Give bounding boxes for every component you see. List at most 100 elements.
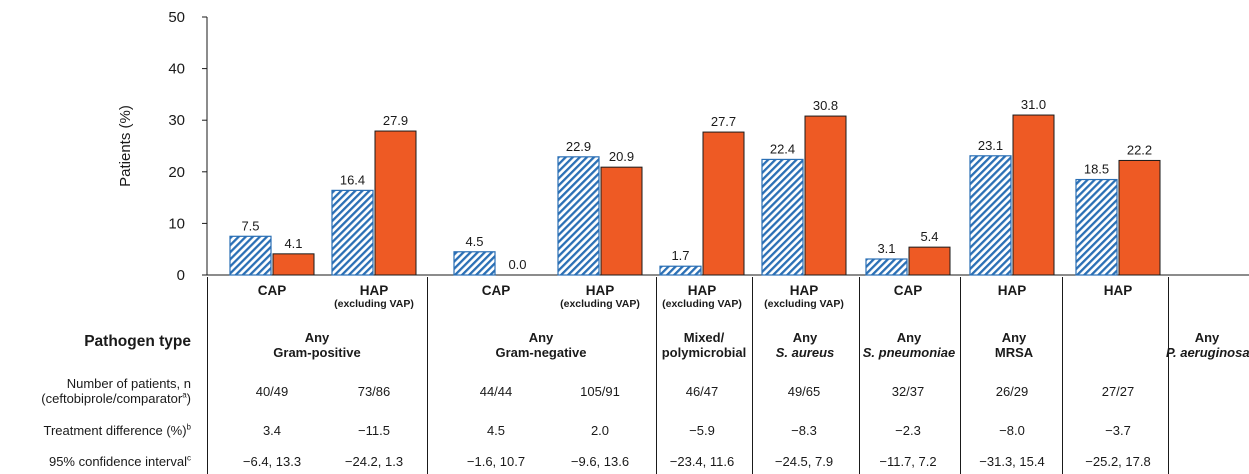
y-tick-label: 10 bbox=[168, 215, 185, 232]
category-label-main: HAP bbox=[585, 283, 615, 298]
n-row-label: Number of patients, n (ceftobiprole/comp… bbox=[41, 376, 191, 406]
n-patients-cell: 27/27 bbox=[1101, 384, 1135, 399]
pathogen-type-row-label: Pathogen type bbox=[84, 333, 191, 350]
pathogen-type-line1: Any bbox=[528, 330, 554, 345]
n-patients-cell: 105/91 bbox=[580, 384, 620, 399]
bar-value-label: 7.5 bbox=[241, 218, 259, 233]
n-row-label-footnote: a bbox=[182, 390, 187, 400]
n-patients-cell: 44/44 bbox=[479, 384, 513, 399]
pathogen-type-line2: MRSA bbox=[994, 345, 1034, 360]
bar-ceftobiprole bbox=[453, 251, 496, 276]
bar-value-label: 0.0 bbox=[508, 257, 526, 272]
column-divider bbox=[656, 277, 657, 474]
column-divider bbox=[960, 277, 961, 474]
pathogen-type-line1: Any bbox=[304, 330, 330, 345]
bar-value-label: 20.9 bbox=[609, 149, 634, 164]
treatment-difference-cell: −3.7 bbox=[1105, 423, 1131, 438]
bar-value-label: 30.8 bbox=[813, 98, 838, 113]
diff-row-label: Treatment difference (%)b bbox=[43, 423, 191, 438]
bar-value-label: 4.1 bbox=[284, 236, 302, 251]
y-tick-label: 30 bbox=[168, 112, 185, 129]
pathogen-type-cell: Any S. aureus bbox=[752, 330, 859, 360]
n-patients-cell: 32/37 bbox=[891, 384, 925, 399]
bar-value-label: 22.2 bbox=[1127, 142, 1152, 157]
category-label-sub: (excluding VAP) bbox=[334, 298, 414, 310]
n-row-label-line1: Number of patients, n bbox=[66, 376, 191, 391]
column-divider bbox=[207, 277, 208, 474]
pathogen-type-line1: Mixed/ bbox=[683, 330, 725, 345]
n-patients-cell: 73/86 bbox=[357, 384, 391, 399]
bar-value-label: 16.4 bbox=[340, 172, 365, 187]
bar-ceftobiprole bbox=[969, 155, 1012, 276]
y-tick-label: 40 bbox=[168, 61, 185, 78]
y-tick-label: 50 bbox=[168, 9, 185, 26]
treatment-difference-cell: 3.4 bbox=[262, 423, 282, 438]
bar-value-label: 27.7 bbox=[711, 114, 736, 129]
bar-ceftobiprole bbox=[229, 235, 272, 276]
treatment-difference-cell: −5.9 bbox=[689, 423, 715, 438]
bar-comparator bbox=[1118, 159, 1161, 276]
category-label: HAP bbox=[1058, 283, 1178, 298]
bar-value-label: 3.1 bbox=[877, 241, 895, 256]
column-divider bbox=[752, 277, 753, 474]
n-patients-cell: 46/47 bbox=[685, 384, 719, 399]
bar-comparator bbox=[1012, 114, 1055, 276]
column-divider bbox=[1168, 277, 1169, 474]
category-label-main: HAP bbox=[1103, 283, 1133, 298]
category-label-main: HAP bbox=[687, 283, 717, 298]
ci-row-label: 95% confidence intervalc bbox=[49, 454, 191, 469]
category-label-main: CAP bbox=[257, 283, 287, 298]
category-label: CAP bbox=[436, 283, 556, 298]
confidence-interval-cell: −25.2, 17.8 bbox=[1085, 454, 1151, 469]
bar-ceftobiprole bbox=[557, 156, 600, 276]
category-label: HAP bbox=[952, 283, 1072, 298]
pathogen-type-cell: Any S. pneumoniae bbox=[858, 330, 960, 360]
n-row-label-close: ) bbox=[186, 391, 191, 406]
ci-row-label-text: 95% confidence interval bbox=[48, 454, 187, 469]
n-patients-cell: 40/49 bbox=[255, 384, 289, 399]
bar-ceftobiprole bbox=[331, 189, 374, 276]
category-label: HAP (excluding VAP) bbox=[744, 283, 864, 310]
bar-comparator bbox=[908, 246, 951, 276]
bar-comparator bbox=[374, 130, 417, 276]
confidence-interval-cell: −24.5, 7.9 bbox=[774, 454, 834, 469]
category-label: CAP bbox=[848, 283, 968, 298]
ci-row-label-footnote: c bbox=[187, 453, 191, 463]
category-label-sub: (excluding VAP) bbox=[662, 298, 742, 310]
pathogen-type-line2: Gram-negative bbox=[495, 345, 587, 360]
category-label-main: HAP bbox=[997, 283, 1027, 298]
n-patients-cell: 26/29 bbox=[995, 384, 1029, 399]
category-label: HAP (excluding VAP) bbox=[642, 283, 762, 310]
bar-value-label: 27.9 bbox=[383, 113, 408, 128]
bar-value-label: 18.5 bbox=[1084, 162, 1109, 177]
category-label: HAP (excluding VAP) bbox=[314, 283, 434, 310]
bar-value-label: 4.5 bbox=[465, 234, 483, 249]
bar-comparator bbox=[272, 253, 315, 276]
pathogen-type-cell: Any P. aeruginosa bbox=[1166, 330, 1249, 360]
category-label-main: HAP bbox=[359, 283, 389, 298]
bar-ceftobiprole bbox=[1075, 178, 1118, 276]
pathogen-type-line2: Gram-positive bbox=[273, 345, 361, 360]
bar-value-label: 1.7 bbox=[671, 248, 689, 263]
category-label-sub: (excluding VAP) bbox=[764, 298, 844, 310]
diff-row-label-footnote: b bbox=[186, 422, 191, 432]
category-label-main: CAP bbox=[893, 283, 923, 298]
bar-comparator bbox=[804, 115, 847, 276]
treatment-difference-cell: −11.5 bbox=[358, 423, 390, 438]
pathogen-type-line1: Any bbox=[1001, 330, 1027, 345]
confidence-interval-cell: −11.7, 7.2 bbox=[879, 454, 937, 469]
bar-value-label: 22.9 bbox=[566, 139, 591, 154]
confidence-interval-cell: −31.3, 15.4 bbox=[979, 454, 1045, 469]
category-label: CAP bbox=[212, 283, 332, 298]
column-divider bbox=[1062, 277, 1063, 474]
n-row-label-line2: (ceftobiprole/comparator bbox=[41, 391, 183, 406]
category-label-main: CAP bbox=[481, 283, 511, 298]
confidence-interval-cell: −24.2, 1.3 bbox=[344, 454, 404, 469]
bar-comparator bbox=[702, 131, 745, 276]
y-tick-label: 20 bbox=[168, 164, 185, 181]
confidence-interval-cell: −9.6, 13.6 bbox=[570, 454, 630, 469]
bar-value-label: 22.4 bbox=[770, 141, 795, 156]
bar-comparator bbox=[600, 166, 643, 276]
pathogen-type-line2: P. aeruginosa bbox=[1166, 345, 1249, 360]
